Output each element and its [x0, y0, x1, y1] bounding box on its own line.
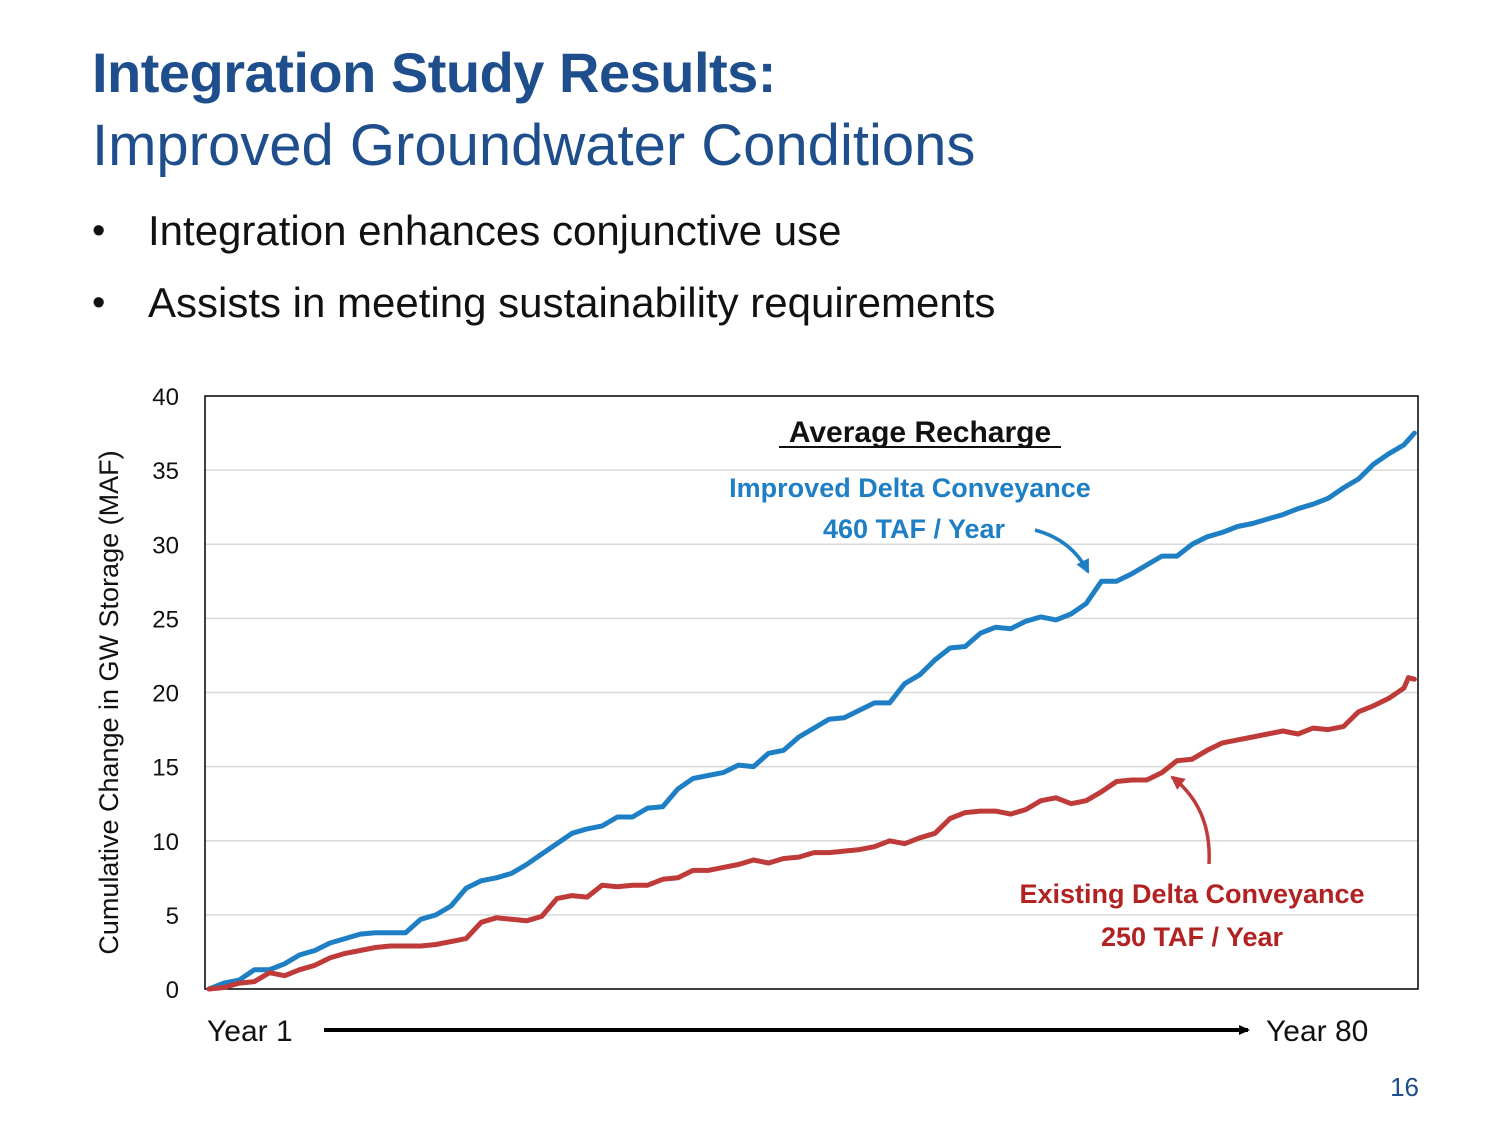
y-tick-label: 10 [152, 829, 179, 856]
existing-series-label: Existing Delta Conveyance [1019, 879, 1364, 909]
bullet-dot-icon: • [92, 210, 106, 252]
existing-series-line [206, 675, 1417, 992]
series-lines [206, 430, 1417, 992]
x-axis-end-label: Year 80 [1266, 1015, 1368, 1048]
bullet-text: Integration enhances conjunctive use [148, 207, 842, 254]
bullet-item: • Integration enhances conjunctive use [92, 205, 995, 277]
page-number: 16 [1390, 1072, 1419, 1102]
y-tick-label: 40 [152, 384, 179, 411]
existing-callout-arrow [1170, 775, 1211, 865]
improved-series-line [206, 430, 1417, 992]
y-tick-label: 5 [166, 903, 179, 930]
annotation-heading: Average Recharge [789, 416, 1051, 449]
bullet-dot-icon: • [92, 282, 106, 324]
slide-title: Integration Study Results: [92, 41, 776, 104]
x-axis-start-label: Year 1 [207, 1015, 293, 1048]
y-axis-label: Cumulative Change in GW Storage (MAF) [94, 450, 124, 954]
bullet-text: Assists in meeting sustainability requir… [148, 279, 996, 326]
existing-series-rate: 250 TAF / Year [1101, 922, 1284, 952]
gridlines [205, 469, 1418, 916]
y-axis-ticks: 0 5 10 15 20 25 30 35 40 [152, 384, 179, 1004]
y-tick-label: 25 [152, 606, 179, 633]
y-tick-label: 20 [152, 681, 179, 708]
bullet-list: • Integration enhances conjunctive use •… [92, 205, 995, 349]
improved-callout-arrow [1034, 528, 1090, 574]
improved-series-label: Improved Delta Conveyance [729, 473, 1091, 503]
bullet-item: • Assists in meeting sustainability requ… [92, 277, 995, 349]
y-tick-label: 0 [166, 977, 179, 1004]
y-tick-label: 35 [152, 458, 179, 485]
slide-subtitle: Improved Groundwater Conditions [92, 113, 976, 178]
improved-series-rate: 460 TAF / Year [823, 514, 1006, 544]
y-tick-label: 15 [152, 755, 179, 782]
plot-frame [204, 395, 1419, 990]
y-tick-label: 30 [152, 532, 179, 559]
